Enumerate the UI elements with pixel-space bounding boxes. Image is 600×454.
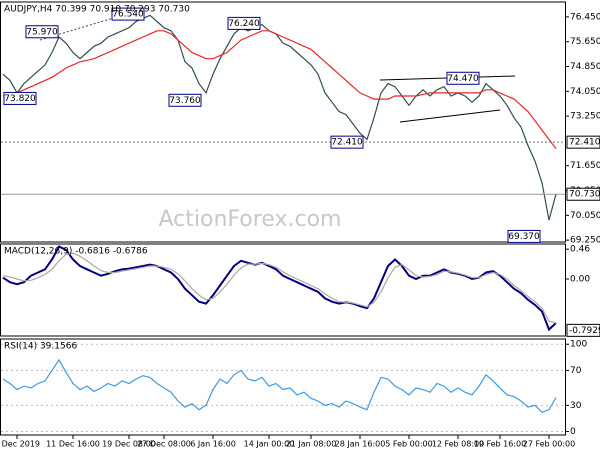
panel-title: MACD(12,26,9) -0.6816 -0.6786 xyxy=(4,247,148,257)
annotation-label: 76.540 xyxy=(112,10,144,20)
panel-frame xyxy=(0,338,566,436)
y-tick-label: 73.250 xyxy=(570,112,600,122)
last-badge xyxy=(566,323,600,337)
x-tick-label: 19 Feb 16:00 xyxy=(474,440,526,449)
annotation-label: 74.470 xyxy=(447,74,479,84)
annotation-label: 76.240 xyxy=(228,19,260,29)
y-tick-label: 0.00 xyxy=(570,274,590,284)
x-tick-label: 27 Dec 08:00 xyxy=(137,440,191,449)
level-label: 72.410 xyxy=(569,138,600,148)
last-label: -0.7929 xyxy=(569,326,600,336)
y-tick-label: 69.250 xyxy=(570,236,600,246)
y-tick-label: 70.050 xyxy=(570,211,600,221)
annotation-label: 72.410 xyxy=(331,138,363,148)
series-line xyxy=(2,30,557,150)
y-tick-label: 30 xyxy=(570,401,582,411)
panel-title: AUDJPY,H4 70.399 70.910 70.293 70.730 xyxy=(4,5,190,15)
y-tick-label: 0 xyxy=(570,427,576,437)
y-tick-label: 0.46 xyxy=(570,245,590,255)
last-badge xyxy=(566,187,600,201)
annotation-box xyxy=(111,7,145,21)
x-tick-label: 12 Feb 08:00 xyxy=(432,440,484,449)
annotation-label: 75.970 xyxy=(26,27,58,37)
panel-frame xyxy=(0,1,566,243)
x-tick-label: 5 Feb 00:00 xyxy=(385,440,432,449)
annotation-label: 73.760 xyxy=(169,96,201,106)
x-tick-label: 27 Feb 00:00 xyxy=(523,440,575,449)
x-tick-label: 6 Jan 16:00 xyxy=(190,440,236,449)
last-label: 70.730 xyxy=(569,190,600,200)
y-tick-label: 76.450 xyxy=(570,12,600,22)
annotation-box xyxy=(25,25,59,39)
channel-lower xyxy=(399,109,501,123)
annotation-label: 73.820 xyxy=(4,94,36,104)
x-tick-label: 4 Dec 2019 xyxy=(0,440,40,449)
annotation-box xyxy=(227,16,261,30)
annotation-box xyxy=(3,91,37,105)
x-tick-label: 28 Jan 16:00 xyxy=(335,440,386,449)
y-tick-label: 74.050 xyxy=(570,87,600,97)
series-line xyxy=(2,252,557,324)
x-tick-label: 19 Dec 08:00 xyxy=(102,440,156,449)
series-line xyxy=(2,14,557,221)
y-tick-label: 75.650 xyxy=(570,37,600,47)
panel-title: RSI(14) 39.1566 xyxy=(4,342,77,352)
x-tick-label: 14 Jan 00:00 xyxy=(244,440,295,449)
x-tick-label: 11 Dec 16:00 xyxy=(46,440,100,449)
annotation-box xyxy=(168,93,202,107)
x-tick-label: 21 Jan 08:00 xyxy=(286,440,337,449)
watermark: ActionForex.com xyxy=(159,207,342,232)
annotation-box xyxy=(446,71,480,85)
y-tick-label: 100 xyxy=(570,340,587,350)
annotation-label: 69.370 xyxy=(508,232,540,242)
series-line xyxy=(2,358,557,413)
level-badge xyxy=(566,135,600,149)
y-tick-label: 71.650 xyxy=(570,161,600,171)
annotation-box xyxy=(507,229,541,243)
y-tick-label: 74.850 xyxy=(570,62,600,72)
annotation-box xyxy=(330,135,364,149)
panel-frame xyxy=(0,243,566,337)
y-tick-label: 70 xyxy=(570,366,582,376)
